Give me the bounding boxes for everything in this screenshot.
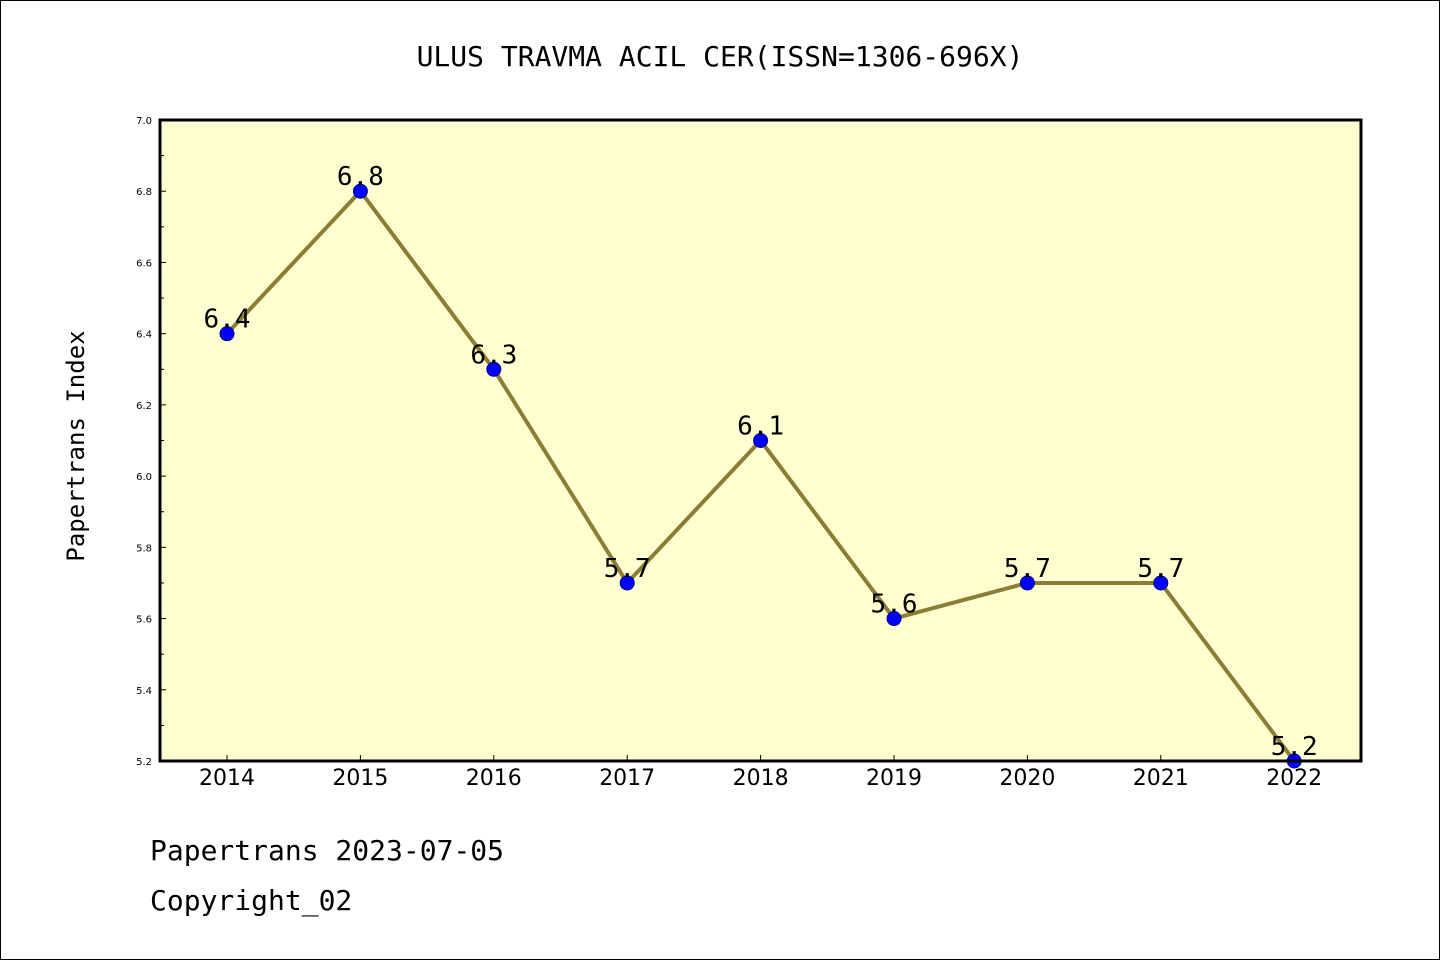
data-point-marker	[486, 361, 502, 377]
data-label: 5.7	[1004, 554, 1051, 584]
x-axis-ticks: 2014 2015 2016 2017 2018 2019 2020 2021 2022	[199, 755, 1322, 791]
x-tick-label: 2017	[599, 766, 655, 791]
x-tick-label: 2020	[999, 766, 1055, 791]
y-tick-label: 6.4	[136, 330, 152, 341]
y-tick-label: 6.6	[136, 258, 152, 269]
data-point-marker	[1153, 575, 1169, 591]
data-label: 6.4	[204, 305, 251, 335]
y-tick-label: 6.2	[136, 401, 152, 412]
x-tick-label: 2016	[466, 766, 522, 791]
data-point-marker	[886, 611, 902, 627]
x-tick-label: 2021	[1133, 766, 1189, 791]
y-tick-label: 7.0	[136, 116, 152, 127]
data-label-layer: 6.4 6.8 6.3 5.7 6.1 5.6 5.7 5.7 5.2	[204, 162, 1318, 762]
data-label: 5.7	[1137, 554, 1184, 584]
x-tick-label: 2022	[1266, 766, 1322, 791]
data-point-marker	[753, 433, 769, 448]
footer-date-line: Papertrans 2023-07-05	[150, 834, 505, 867]
y-tick-label: 6.8	[136, 187, 152, 198]
data-label: 6.1	[737, 412, 784, 442]
data-label: 6.8	[337, 162, 384, 192]
data-point-marker	[219, 326, 235, 342]
data-point-marker	[619, 575, 635, 591]
data-label: 6.3	[470, 340, 517, 370]
y-tick-label: 5.2	[136, 757, 152, 768]
data-label: 5.2	[1271, 732, 1318, 762]
x-tick-label: 2018	[733, 766, 789, 791]
y-axis-label: Papertrans Index	[62, 330, 90, 561]
y-tick-label: 5.8	[136, 543, 152, 554]
y-tick-label: 5.6	[136, 615, 152, 626]
plot-border	[158, 118, 1363, 763]
x-tick-label: 2019	[866, 766, 922, 791]
y-tick-label: 6.0	[136, 472, 152, 483]
y-tick-label: 5.4	[136, 686, 152, 697]
chart-title: ULUS TRAVMA ACIL CER(ISSN=1306-696X)	[417, 40, 1024, 73]
series-marker-layer	[219, 183, 1302, 769]
data-label: 5.7	[604, 554, 651, 584]
data-label: 5.6	[871, 590, 918, 620]
x-tick-label: 2015	[332, 766, 388, 791]
data-point-marker	[352, 183, 368, 199]
x-tick-label: 2014	[199, 766, 255, 791]
data-point-marker	[1019, 575, 1035, 591]
footer-copyright: Copyright_02	[150, 884, 353, 917]
